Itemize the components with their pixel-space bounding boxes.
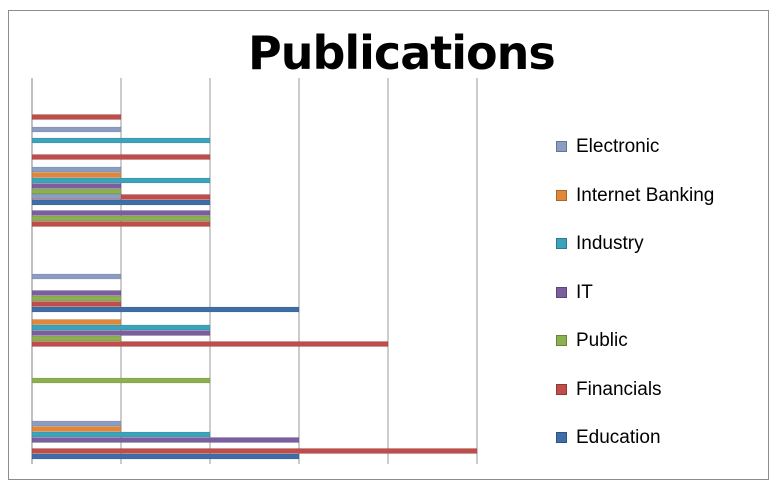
bar-it xyxy=(31,183,122,189)
bar-electronic xyxy=(31,420,122,427)
legend-label: Internet Banking xyxy=(576,185,715,206)
chart-title: Publications xyxy=(248,26,556,80)
bar-public xyxy=(31,335,122,342)
legend-swatch xyxy=(556,432,567,443)
bar-industry xyxy=(31,137,211,144)
bar-public xyxy=(31,295,122,302)
bar-financials xyxy=(31,341,389,347)
legend-swatch xyxy=(556,335,567,346)
bar-internet-banking xyxy=(31,319,122,325)
bar-education xyxy=(31,199,211,206)
bar-education xyxy=(31,306,300,313)
bar-electronic xyxy=(31,126,122,133)
bar-industry xyxy=(31,431,211,438)
bar-electronic xyxy=(31,166,122,173)
bar-financials xyxy=(31,154,211,160)
legend-label: IT xyxy=(576,282,593,303)
bar-financials xyxy=(31,221,211,227)
bar-education xyxy=(31,453,300,460)
bar-industry xyxy=(31,177,211,184)
bar-it xyxy=(31,437,300,443)
bar-public xyxy=(31,188,122,195)
legend-label: Industry xyxy=(576,233,644,254)
bar-internet-banking xyxy=(31,426,122,432)
bar-it xyxy=(31,330,211,336)
bar-electronic xyxy=(31,193,122,200)
legend-swatch xyxy=(556,287,567,298)
bar-internet-banking xyxy=(31,172,122,178)
legend-swatch xyxy=(556,141,567,152)
bar-financials xyxy=(31,301,122,307)
legend-label: Financials xyxy=(576,379,662,400)
bar-financials xyxy=(31,448,478,454)
bar-public xyxy=(31,377,211,384)
legend-swatch xyxy=(556,190,567,201)
bar-it xyxy=(31,210,211,216)
legend-label: Electronic xyxy=(576,136,660,157)
legend-swatch xyxy=(556,384,567,395)
legend-label: Education xyxy=(576,427,661,448)
bar-public xyxy=(31,215,211,222)
bar-electronic xyxy=(31,273,122,280)
bar-industry xyxy=(31,324,211,331)
bar-financials xyxy=(31,114,122,120)
bar-it xyxy=(31,290,122,296)
legend-swatch xyxy=(556,238,567,249)
legend-label: Public xyxy=(576,330,628,351)
